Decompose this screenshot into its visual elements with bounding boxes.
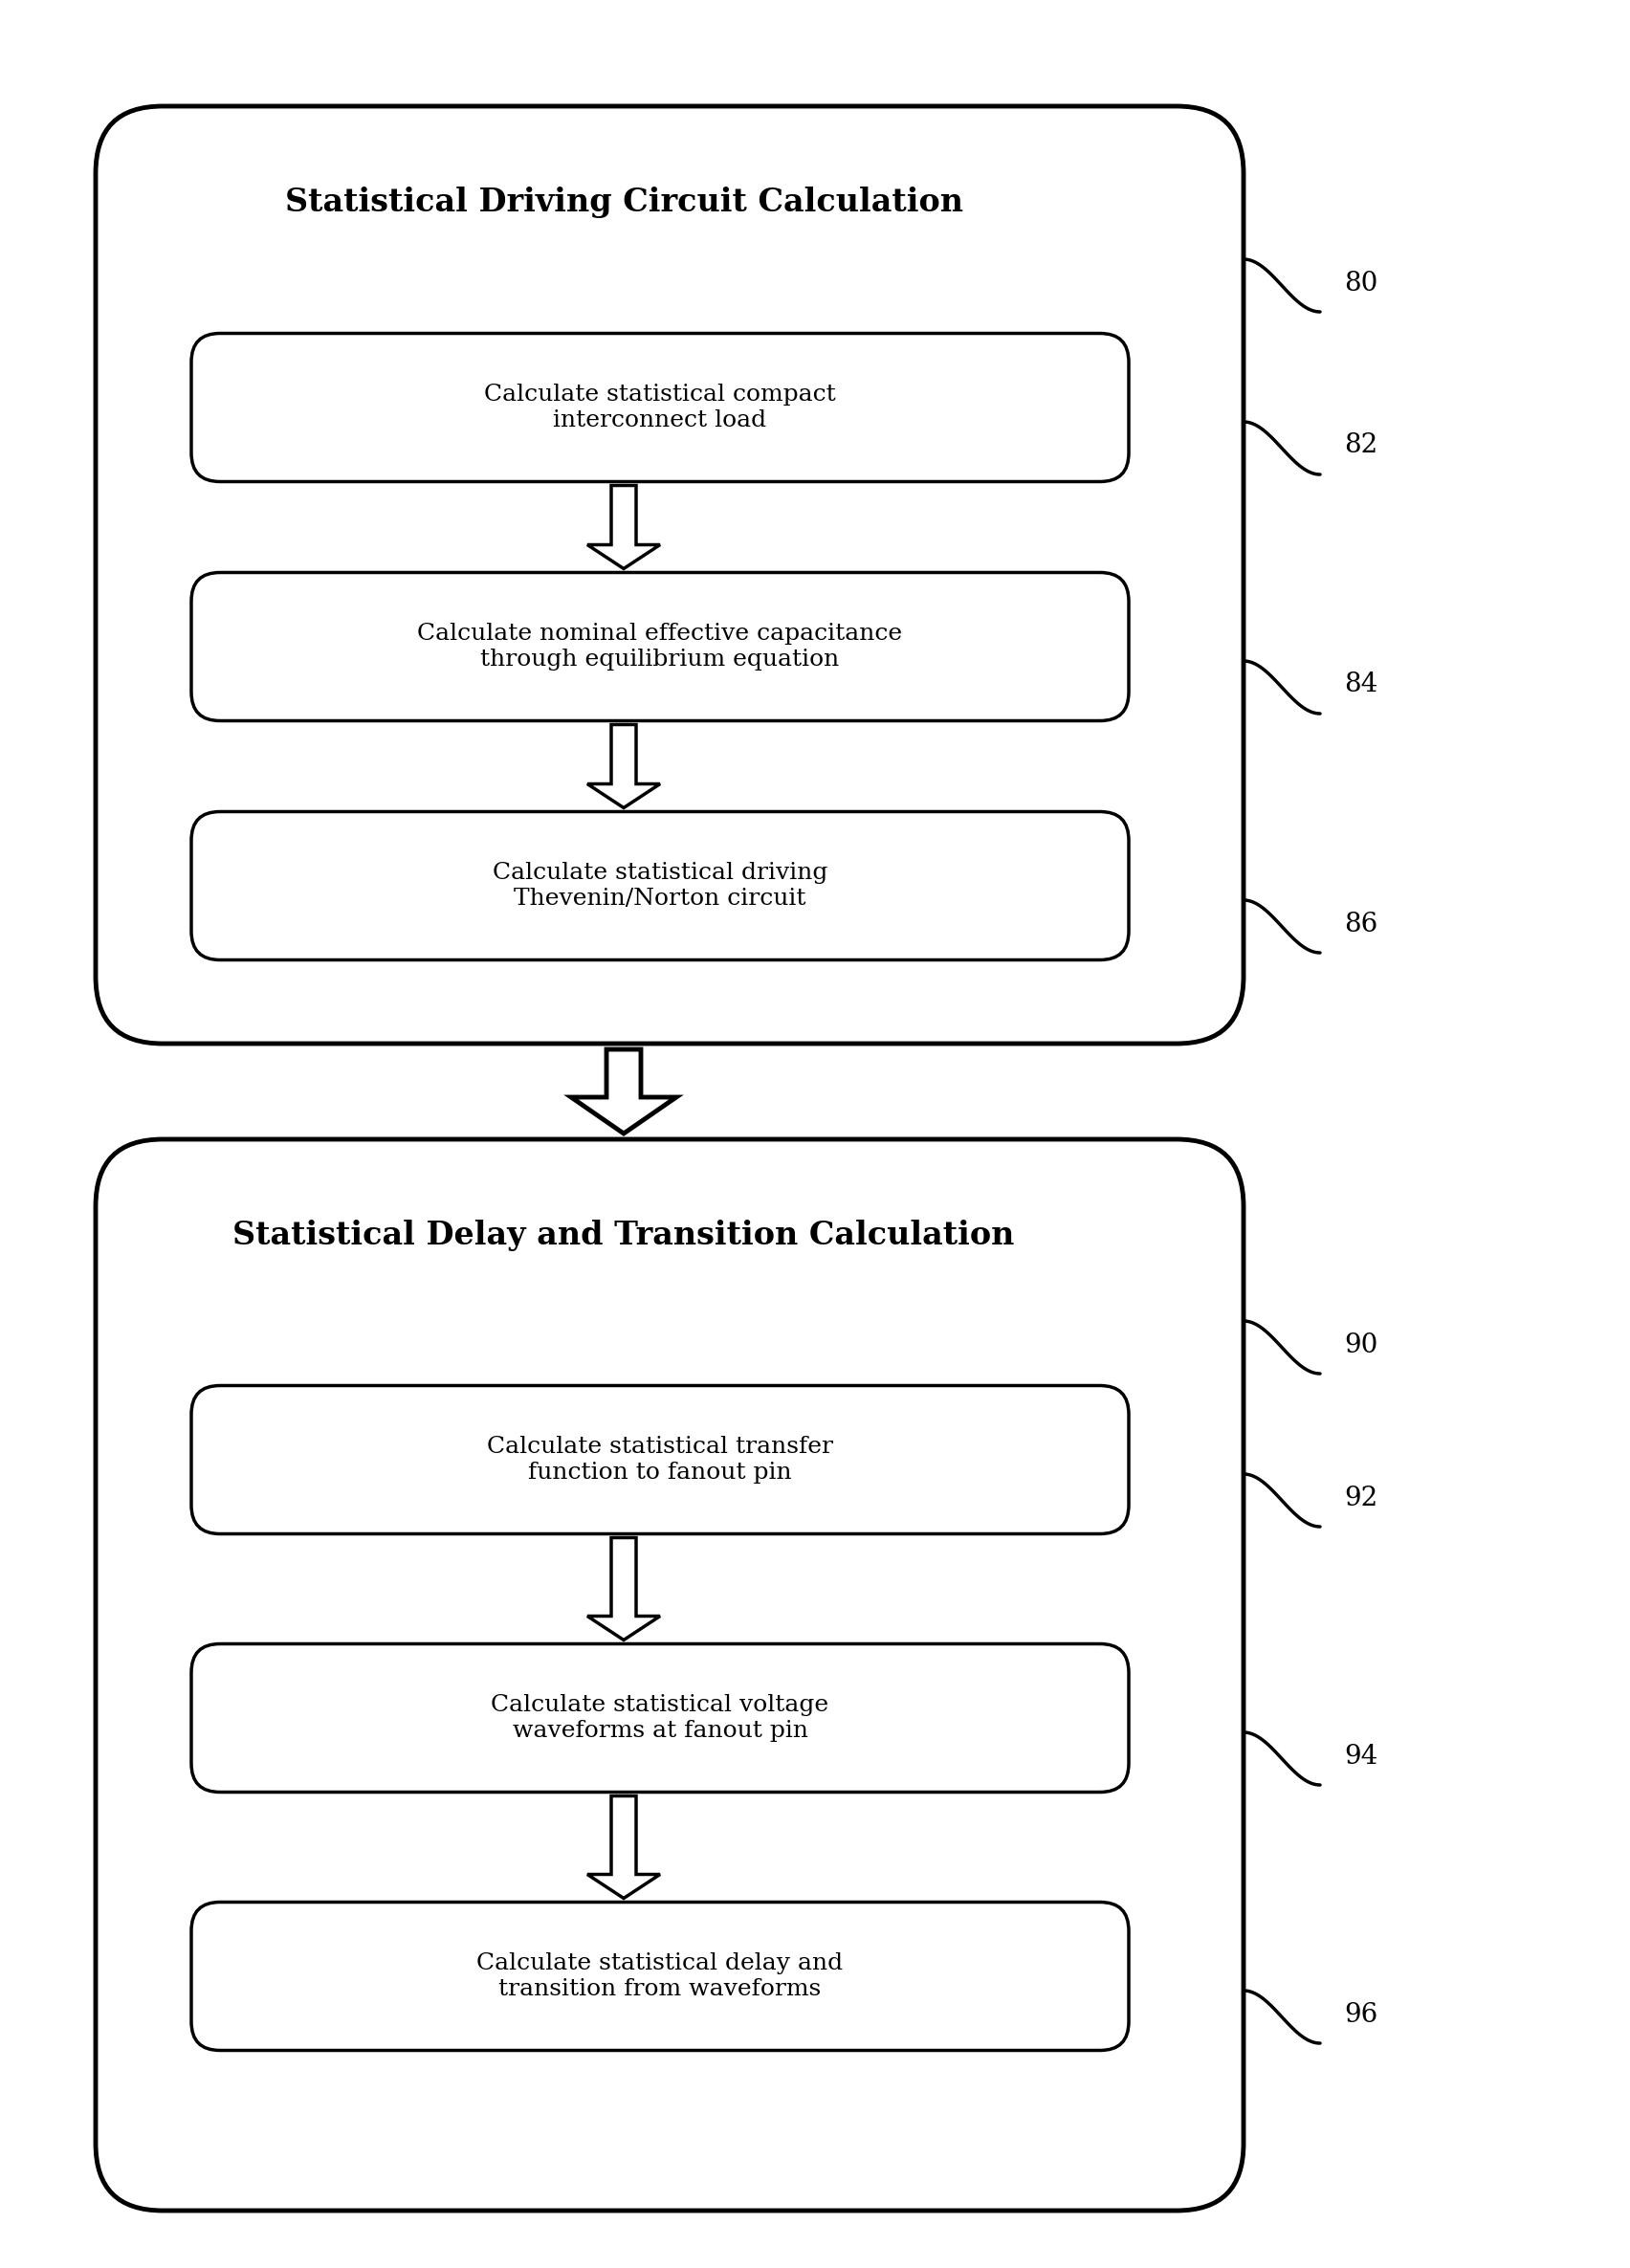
Polygon shape [587,723,660,807]
Text: 80: 80 [1345,270,1377,297]
Polygon shape [587,485,660,569]
Text: Calculate statistical delay and
transition from waveforms: Calculate statistical delay and transiti… [478,1953,843,2000]
Polygon shape [587,1796,660,1898]
Text: Calculate statistical voltage
waveforms at fanout pin: Calculate statistical voltage waveforms … [491,1694,830,1742]
Text: 90: 90 [1345,1331,1377,1359]
Text: 94: 94 [1345,1744,1377,1769]
FancyBboxPatch shape [96,107,1244,1043]
Text: Calculate statistical transfer
function to fanout pin: Calculate statistical transfer function … [487,1436,833,1483]
Text: Statistical Driving Circuit Calculation: Statistical Driving Circuit Calculation [285,186,963,218]
FancyBboxPatch shape [191,333,1128,481]
Text: 86: 86 [1345,912,1377,937]
FancyBboxPatch shape [191,572,1128,721]
Text: Statistical Delay and Transition Calculation: Statistical Delay and Transition Calcula… [233,1220,1014,1250]
Text: Calculate nominal effective capacitance
through equilibrium equation: Calculate nominal effective capacitance … [417,624,903,671]
Text: Calculate statistical driving
Thevenin/Norton circuit: Calculate statistical driving Thevenin/N… [492,862,828,909]
FancyBboxPatch shape [191,1903,1128,2050]
Polygon shape [570,1050,676,1134]
Text: 84: 84 [1345,671,1377,699]
Text: 96: 96 [1345,2003,1377,2028]
FancyBboxPatch shape [191,812,1128,959]
Polygon shape [587,1538,660,1640]
Text: 92: 92 [1345,1486,1377,1510]
FancyBboxPatch shape [191,1386,1128,1533]
FancyBboxPatch shape [191,1644,1128,1792]
Text: Calculate statistical compact
interconnect load: Calculate statistical compact interconne… [484,383,836,431]
Text: 82: 82 [1345,433,1377,458]
FancyBboxPatch shape [96,1139,1244,2211]
